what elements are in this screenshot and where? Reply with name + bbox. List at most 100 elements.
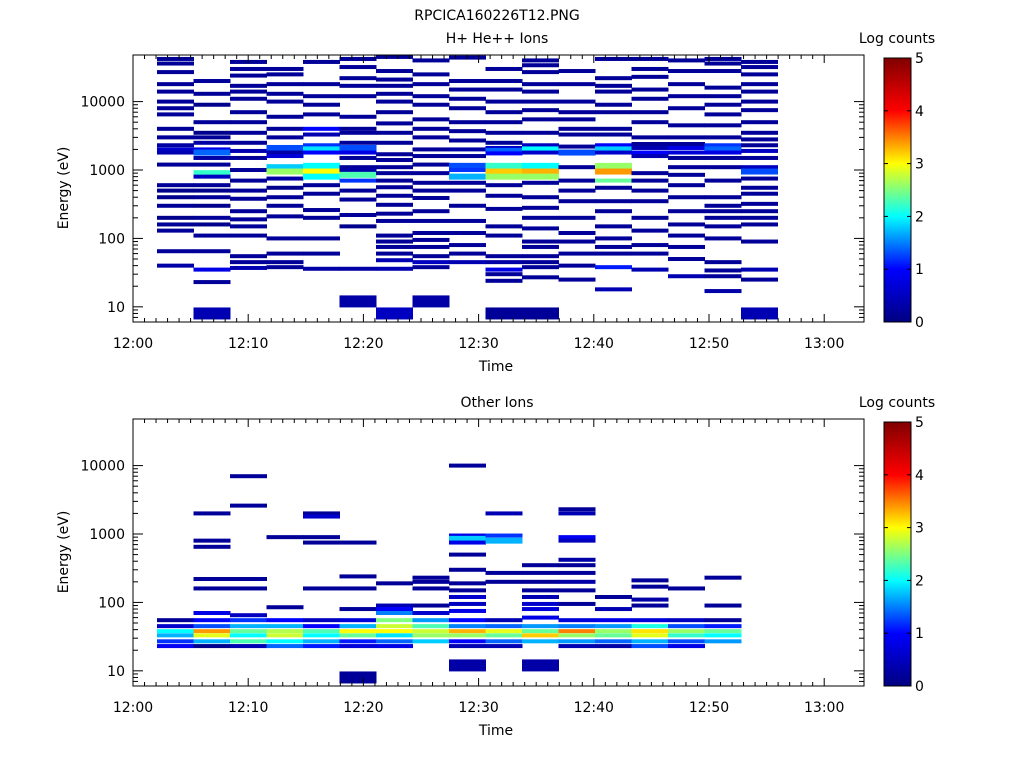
heatmap-cell	[595, 102, 632, 107]
heatmap-cell	[485, 110, 523, 115]
heatmap-cell	[339, 629, 377, 634]
heatmap-cell	[193, 639, 231, 644]
heatmap-cell	[449, 180, 486, 185]
colorbar-gradient	[883, 421, 912, 687]
heatmap-cell	[668, 155, 705, 160]
heatmap-cell	[558, 570, 596, 575]
heatmap-cell	[485, 278, 523, 283]
heatmap-cell	[303, 126, 340, 131]
heatmap-cell	[558, 117, 596, 122]
heatmap-cell	[449, 581, 486, 586]
heatmap-cell	[303, 102, 340, 107]
heatmap-cell	[449, 79, 486, 84]
heatmap-cell	[412, 260, 450, 265]
heatmap-cell	[631, 633, 669, 638]
heatmap-cell	[741, 108, 778, 113]
heatmap-cell	[558, 132, 596, 137]
heatmap-cell	[266, 605, 304, 610]
heatmap-cell	[485, 79, 523, 84]
heatmap-cell	[558, 538, 596, 543]
heatmap-cell	[741, 185, 778, 190]
heatmap-cell	[303, 143, 340, 148]
heatmap-cell	[412, 231, 450, 235]
y-tick-label: 10000	[80, 95, 125, 111]
heatmap-cell	[376, 251, 413, 256]
heatmap-cell	[704, 289, 742, 294]
heatmap-cell	[522, 143, 559, 148]
heatmap-cell	[558, 82, 596, 87]
heatmap-cell	[485, 151, 523, 156]
heatmap-cell	[157, 222, 194, 227]
heatmap-cell	[522, 108, 559, 113]
heatmap-cell	[266, 535, 304, 540]
heatmap-cell	[704, 618, 742, 623]
heatmap-cell	[303, 586, 340, 591]
heatmap-cell	[704, 155, 742, 160]
heatmap-cell	[339, 126, 377, 131]
heatmap-cell	[485, 173, 523, 180]
heatmap-cell	[303, 618, 340, 623]
heatmap-cell	[157, 70, 194, 75]
heatmap-cell	[741, 130, 778, 135]
heatmap-cell	[303, 540, 340, 545]
heatmap-cell	[485, 639, 523, 644]
heatmap-cell	[558, 511, 596, 516]
heatmap-cell	[193, 576, 231, 581]
heatmap-cell	[631, 199, 669, 204]
heatmap-cell	[631, 87, 669, 92]
panel-top-ylabel: Energy (eV)	[56, 147, 72, 230]
heatmap-cell	[449, 162, 486, 169]
x-tick-label: 12:40	[574, 700, 614, 716]
heatmap-cell	[485, 254, 523, 259]
heatmap-cell	[339, 633, 377, 638]
heatmap-cell	[449, 129, 486, 134]
x-tick-label: 12:20	[343, 336, 383, 352]
heatmap-cell	[741, 239, 778, 244]
heatmap-cell	[230, 224, 267, 229]
heatmap-cell	[631, 644, 669, 649]
heatmap-cell	[741, 201, 778, 206]
heatmap-cell	[668, 183, 705, 188]
heatmap-cell	[485, 147, 523, 154]
heatmap-cell	[558, 199, 596, 204]
heatmap-cell	[522, 588, 559, 593]
heatmap-cell	[230, 89, 267, 94]
heatmap-cell	[668, 274, 705, 279]
heatmap-cell	[704, 94, 742, 99]
heatmap-cell	[522, 595, 559, 599]
heatmap-cell	[412, 575, 450, 580]
heatmap-cell	[668, 150, 705, 155]
heatmap-cell	[668, 135, 705, 140]
heatmap-cell	[449, 188, 486, 193]
heatmap-cell	[339, 607, 377, 612]
heatmap-cell	[522, 168, 559, 175]
heatmap-cell	[449, 567, 486, 572]
x-tick-label: 12:10	[228, 700, 268, 716]
heatmap-cell	[412, 94, 450, 99]
heatmap-cell	[193, 249, 231, 254]
heatmap-cell	[230, 629, 267, 634]
heatmap-cell	[230, 120, 267, 125]
heatmap-cell	[266, 91, 304, 96]
heatmap-cell	[522, 244, 559, 249]
heatmap-cell	[595, 629, 632, 634]
heatmap-cell	[741, 215, 778, 220]
heatmap-cell	[303, 251, 340, 256]
heatmap-cell	[631, 178, 669, 183]
y-tick-label: 10	[107, 300, 125, 316]
heatmap-cell	[412, 579, 450, 584]
heatmap-cell	[230, 265, 267, 270]
heatmap-cell	[631, 120, 669, 125]
heatmap-cell	[485, 120, 523, 125]
heatmap-cell	[230, 624, 267, 629]
heatmap-cell	[485, 644, 523, 649]
heatmap-cell	[704, 274, 742, 279]
heatmap-cell	[668, 69, 705, 74]
heatmap-cell	[157, 150, 194, 155]
heatmap-cell	[157, 106, 194, 111]
heatmap-cell	[266, 260, 304, 265]
x-tick-label: 12:30	[458, 700, 498, 716]
heatmap-cell	[193, 215, 231, 220]
heatmap-cell	[485, 183, 523, 188]
heatmap-cell	[668, 142, 705, 146]
